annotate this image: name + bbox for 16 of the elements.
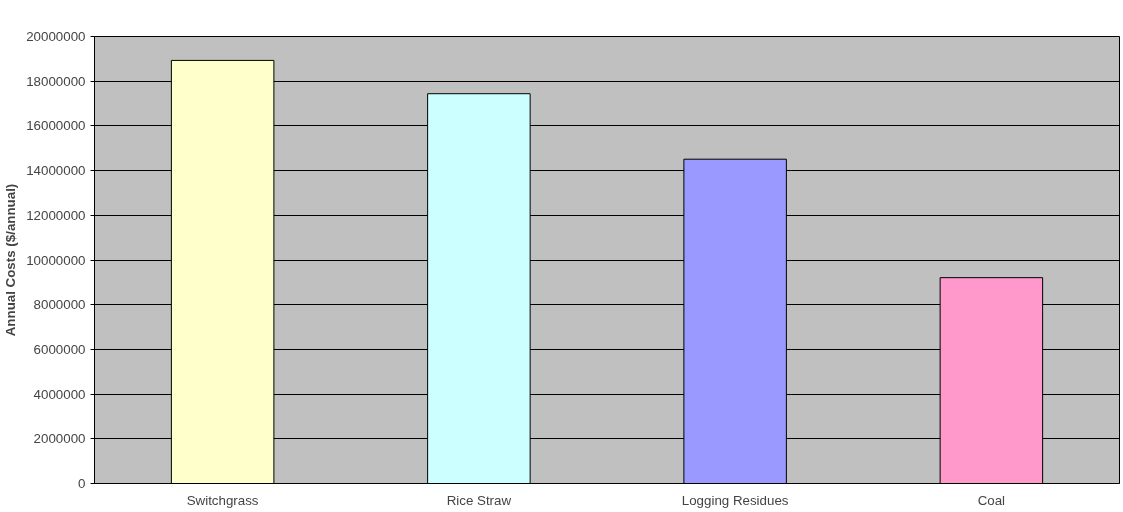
y-tick-label: 4000000 — [33, 386, 86, 402]
y-tick-label: 10000000 — [26, 252, 86, 268]
x-tick-label: Rice Straw — [446, 492, 512, 508]
y-axis-title: Annual Costs ($/annual) — [3, 183, 19, 337]
y-tick-label: 12000000 — [26, 207, 86, 223]
y-tick-label: 20000000 — [26, 29, 86, 44]
y-tick-label: 2000000 — [33, 431, 86, 447]
y-tick-label: 6000000 — [33, 341, 86, 357]
x-tick-label: Switchgrass — [186, 492, 259, 508]
y-tick-label: 8000000 — [33, 297, 86, 313]
y-tick-label: 16000000 — [26, 118, 86, 134]
y-tick-label: 0 — [78, 476, 86, 491]
y-tick-label: 14000000 — [26, 163, 86, 179]
x-tick-label: Logging Residues — [681, 492, 789, 508]
x-tick-label: Coal — [977, 492, 1006, 508]
y-tick-label: 18000000 — [26, 73, 86, 89]
